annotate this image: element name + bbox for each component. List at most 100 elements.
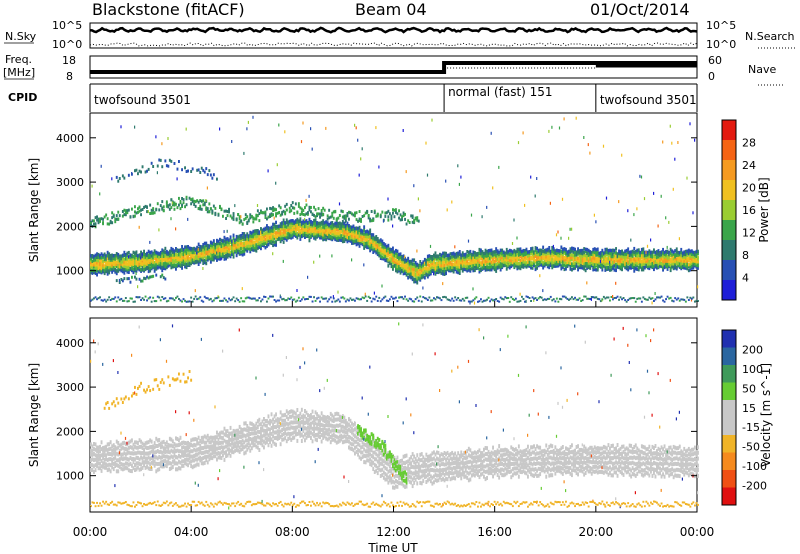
power-pixel	[407, 219, 410, 223]
power-pixel	[225, 240, 227, 244]
power-pixel	[527, 260, 529, 264]
power-pixel	[464, 266, 467, 270]
power-pixel	[566, 253, 569, 258]
power-pixel	[106, 269, 109, 273]
power-pixel	[489, 251, 491, 255]
power-pixel	[193, 199, 196, 203]
power-pixel	[659, 296, 661, 299]
power-pixel	[338, 221, 341, 225]
power-pixel	[496, 262, 499, 266]
power-pixel	[196, 256, 199, 260]
power-pixel	[627, 252, 630, 257]
power-pixel	[197, 297, 200, 300]
power-pixel	[387, 300, 390, 302]
power-pixel	[121, 214, 124, 218]
power-pixel	[153, 249, 156, 253]
power-pixel	[337, 238, 340, 242]
power-pixel	[431, 267, 434, 271]
power-pixel	[537, 248, 540, 253]
velocity-pixel	[202, 446, 205, 450]
power-pixel	[621, 267, 623, 272]
power-pixel	[674, 249, 677, 253]
power-pixel	[341, 224, 344, 228]
power-pixel	[256, 209, 259, 213]
power-pixel	[633, 257, 636, 261]
power-pixel	[419, 276, 422, 280]
power-pixel	[525, 295, 528, 298]
power-pixel	[531, 261, 534, 265]
power-pixel	[469, 269, 472, 273]
power-pixel	[414, 272, 417, 276]
power-pixel	[461, 297, 464, 300]
power-pixel	[220, 254, 223, 258]
power-pixel	[99, 219, 101, 223]
velocity-pixel	[171, 444, 174, 449]
power-pixel	[490, 264, 493, 269]
velocity-pixel	[200, 446, 203, 451]
power-pixel	[527, 296, 529, 299]
power-noise	[569, 227, 571, 231]
power-pixel	[272, 237, 274, 241]
velocity-pixel	[191, 458, 194, 463]
power-pixel	[316, 229, 318, 233]
velocity-pixel	[127, 440, 130, 445]
power-pixel	[510, 258, 513, 263]
power-pixel	[351, 241, 353, 245]
power-pixel	[165, 265, 168, 270]
power-pixel	[634, 267, 637, 271]
power-pixel	[610, 251, 613, 256]
velocity-pixel	[176, 455, 179, 460]
velocity-pixel	[126, 466, 129, 471]
power-pixel	[656, 258, 658, 263]
power-pixel	[443, 263, 446, 268]
power-pixel	[605, 253, 608, 257]
power-pixel	[143, 298, 145, 301]
power-pixel	[524, 257, 526, 262]
power-pixel	[203, 254, 206, 259]
power-pixel	[297, 222, 300, 226]
power-pixel	[132, 250, 135, 255]
power-pixel	[253, 229, 256, 233]
power-pixel	[401, 267, 403, 272]
power-pixel	[384, 211, 387, 215]
power-pixel	[410, 264, 413, 269]
velocity-pixel	[181, 504, 183, 507]
power-pixel	[147, 255, 150, 260]
power-pixel	[211, 256, 214, 261]
power-pixel	[429, 260, 432, 264]
power-pixel	[555, 297, 558, 300]
power-noise	[662, 140, 664, 144]
power-pixel	[610, 265, 613, 269]
power-pixel	[164, 246, 167, 251]
power-pixel	[178, 263, 180, 267]
power-pixel	[256, 229, 259, 233]
power-pixel	[622, 263, 625, 267]
power-pixel	[657, 252, 660, 256]
power-pixel	[457, 267, 460, 272]
power-pixel	[631, 259, 634, 263]
power-pixel	[601, 298, 604, 301]
freq-left-tick-bottom: 8	[66, 70, 73, 83]
power-pixel	[372, 242, 375, 247]
velocity-pixel	[121, 462, 124, 467]
power-pixel	[619, 262, 622, 266]
velocity-pixel	[182, 445, 185, 450]
power-pixel	[621, 259, 623, 264]
power-pixel	[690, 254, 693, 258]
power-pixel	[578, 261, 581, 266]
power-pixel	[179, 257, 182, 261]
power-pixel	[470, 263, 473, 268]
power-pixel	[426, 275, 429, 279]
power-pixel	[678, 258, 681, 263]
power-pixel	[168, 251, 171, 256]
power-pixel	[246, 237, 249, 241]
power-pixel	[583, 256, 586, 260]
power-pixel	[121, 262, 124, 267]
power-pixel	[115, 214, 118, 218]
velocity-pixel	[171, 449, 174, 454]
power-pixel	[105, 213, 108, 217]
power-pixel	[144, 204, 147, 208]
power-pixel	[577, 249, 579, 254]
power-pixel	[690, 249, 693, 253]
power-pixel	[275, 236, 277, 240]
